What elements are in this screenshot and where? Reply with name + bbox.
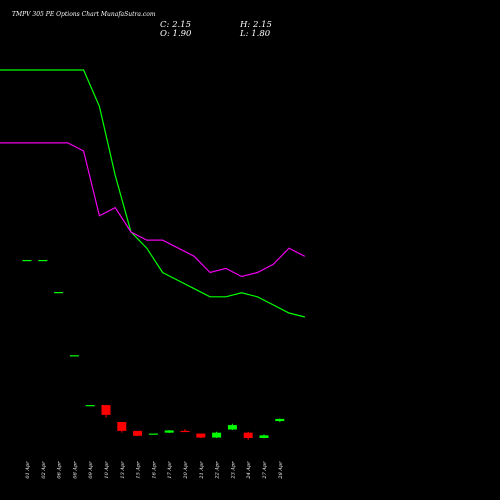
candle-body (243, 432, 253, 438)
x-tick-label: 02 Apr (41, 461, 47, 479)
candle-17 (275, 418, 285, 422)
x-tick-label: 09 Apr (88, 461, 94, 479)
candle-6 (101, 405, 111, 418)
candle-15 (243, 431, 253, 440)
candle-body (212, 432, 222, 438)
x-tick-label: 13 Apr (120, 461, 126, 479)
x-tick-label: 06 Apr (57, 461, 63, 479)
x-tick-label: 27 Apr (262, 461, 268, 480)
x-tick-label: 20 Apr (183, 461, 189, 480)
candle-13 (212, 431, 222, 438)
candle-14 (227, 423, 237, 430)
chart-title: TMPV 305 PE Options Chart MunafaSutra.co… (12, 11, 156, 18)
candle-9 (148, 433, 158, 435)
close-label: C: 2.15 (160, 20, 191, 30)
candle-12 (196, 433, 206, 438)
x-tick-label: 24 Apr (246, 461, 252, 480)
candle-body (101, 405, 111, 415)
x-tick-label: 10 Apr (104, 461, 110, 479)
open-label: O: 1.90 (160, 29, 192, 39)
candle-body (133, 430, 143, 436)
low-label: L: 1.80 (240, 29, 271, 39)
x-tick-label: 22 Apr (215, 461, 221, 480)
x-tick-label: 15 Apr (136, 461, 142, 479)
x-tick-label: 01 Apr (25, 461, 31, 479)
high-label: H: 2.15 (240, 20, 272, 30)
candle-body (180, 430, 190, 433)
candles (22, 260, 285, 440)
x-tick-label: 21 Apr (199, 461, 205, 480)
candle-5 (85, 405, 95, 407)
candle-body (85, 405, 95, 407)
candle-8 (133, 430, 143, 437)
x-axis-labels: 01 Apr 02 Apr 06 Apr 08 Apr 09 Apr 10 Apr 13 A… (25, 461, 284, 480)
x-tick-label: 17 Apr (167, 461, 173, 479)
candle-4 (69, 355, 79, 357)
candle-body (164, 430, 174, 433)
candle-body (275, 418, 285, 422)
candle-body (117, 421, 127, 431)
candle-body (22, 260, 32, 262)
indicator-lines (0, 69, 306, 318)
candle-1 (22, 260, 32, 262)
indicator-line-2 (0, 142, 306, 278)
candle-body (259, 435, 269, 438)
candle-16 (259, 434, 269, 438)
candle-body (54, 292, 64, 294)
x-tick-label: 16 Apr (151, 461, 157, 479)
candle-7 (117, 421, 127, 433)
x-tick-label: 28 Apr (278, 461, 284, 480)
candle-body (38, 260, 48, 262)
indicator-line-1 (0, 69, 305, 318)
candle-body (196, 433, 206, 438)
x-tick-label: 23 Apr (230, 461, 236, 480)
candle-11 (180, 429, 190, 433)
x-tick-label: 08 Apr (72, 461, 78, 479)
candle-body (227, 425, 237, 430)
candle-2 (38, 260, 48, 262)
candle-body (69, 355, 79, 357)
candle-body (148, 433, 158, 435)
candle-10 (164, 429, 174, 434)
candle-3 (54, 292, 64, 294)
